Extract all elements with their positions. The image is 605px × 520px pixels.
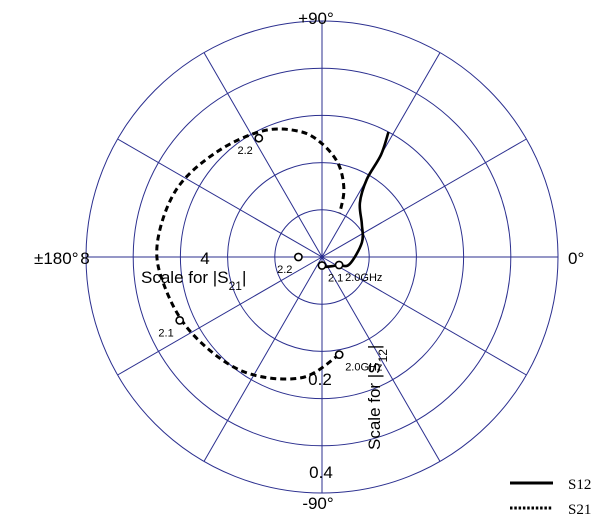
series-s21-marker-0 — [334, 350, 344, 359]
series-s21-marker-label-1: 2.1 — [158, 327, 173, 339]
series-s21-marker-1 — [175, 315, 185, 325]
series-s21-marker-label-0: 2.0GHz — [345, 362, 382, 374]
polar-grid — [85, 20, 559, 494]
data-curves — [155, 127, 390, 381]
series-s12-line — [321, 131, 390, 269]
grid-spoke-210 — [117, 256, 323, 376]
s21-scale-tick-8: 8 — [80, 249, 89, 268]
grid-spoke-300 — [321, 256, 441, 462]
series-s12-marker-0 — [334, 260, 344, 270]
series-s21-marker-label-2: 2.2 — [238, 145, 253, 157]
grid-spoke-30 — [321, 138, 527, 258]
angle-label-right: 0° — [568, 249, 584, 268]
grid-spoke-240 — [203, 256, 323, 462]
series-s12-marker-label-0: 2.0GHz — [345, 272, 382, 284]
s12-scale-tick-0.4: 0.4 — [309, 463, 333, 482]
angle-label-top: +90° — [298, 9, 334, 28]
grid-spoke-330 — [321, 256, 527, 376]
series-s12-marker-1 — [317, 261, 327, 270]
grid-spoke-120 — [203, 52, 323, 258]
series-s12-marker-2 — [293, 252, 303, 262]
grid-spoke-150 — [117, 138, 323, 258]
s21-scale-label: Scale for |S21| — [141, 268, 246, 293]
legend-s21-label: S21 — [568, 502, 591, 518]
series-s21-line — [155, 127, 346, 381]
legend: S12 S21 — [510, 477, 591, 518]
series-s12-marker-label-2: 2.2 — [277, 264, 292, 276]
s12-scale-label: Scale for |S12| — [365, 345, 390, 450]
s12-scale-tick-0.2: 0.2 — [308, 370, 332, 389]
angle-label-bottom: -90° — [302, 494, 333, 513]
series-s12-marker-label-1: 2.1 — [328, 273, 343, 285]
s21-scale-tick-4: 4 — [200, 249, 209, 268]
angle-label-left: ±180° — [34, 249, 79, 268]
legend-s12-label: S12 — [568, 477, 591, 493]
series-s21-marker-2 — [254, 133, 264, 143]
